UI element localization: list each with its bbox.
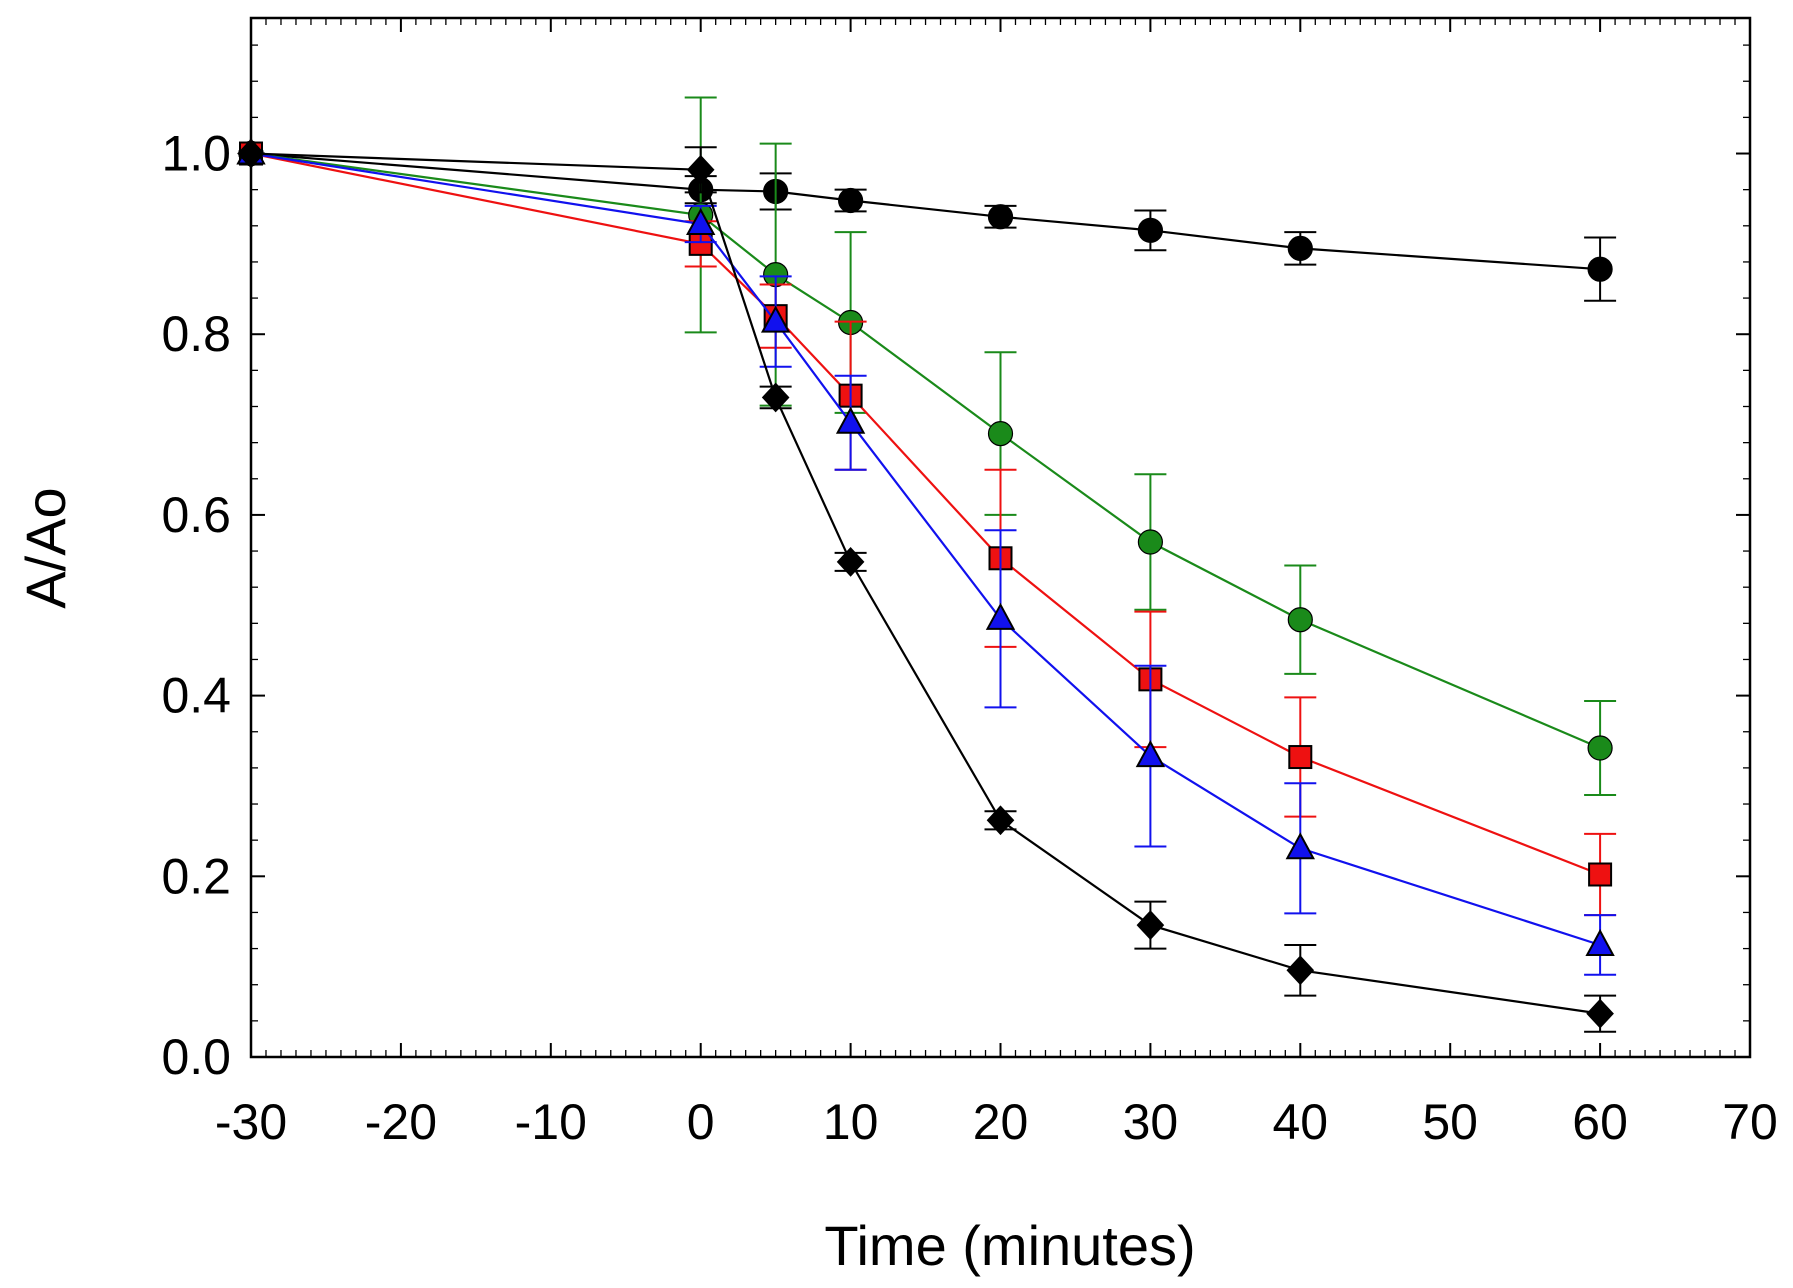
y-tick-label: 1.0 — [161, 126, 231, 182]
data-point — [837, 187, 864, 214]
data-point — [987, 204, 1014, 230]
data-point — [1287, 235, 1313, 261]
data-point — [686, 154, 715, 185]
y-tick-label: 0.6 — [161, 487, 231, 543]
x-tick-label: -20 — [365, 1094, 437, 1150]
data-point — [1586, 998, 1614, 1029]
series-line — [250, 152, 1601, 947]
y-tick-label: 0.2 — [161, 848, 231, 904]
data-point — [985, 602, 1016, 630]
x-tick-label: 20 — [973, 1094, 1029, 1150]
data-point — [1288, 745, 1313, 770]
y-tick-label: 0.0 — [161, 1029, 231, 1085]
x-tick-label: 10 — [823, 1094, 879, 1150]
data-point — [1287, 607, 1313, 633]
data-point — [686, 207, 716, 235]
series-line — [250, 152, 1601, 876]
data-point — [1135, 740, 1166, 768]
data-point — [836, 547, 865, 577]
y-tick-label: 0.4 — [161, 668, 231, 724]
data-point — [1285, 832, 1315, 860]
x-tick-label: 0 — [687, 1094, 715, 1150]
series-line — [250, 152, 1601, 750]
data-point — [237, 138, 265, 169]
data-point — [1286, 955, 1315, 986]
plot-area: -30 -20 -10 0 10 20 30 40 50 60 70 0.0 0.2 0.4 0.6 0.8 1… — [161, 16, 1778, 1150]
x-tick-label: 30 — [1123, 1094, 1179, 1150]
x-tick-label: 50 — [1422, 1094, 1478, 1150]
data-point — [987, 421, 1014, 447]
data-point — [1137, 529, 1164, 555]
y-axis-title: A/Ao — [14, 487, 77, 608]
data-point — [1587, 256, 1613, 282]
data-point — [1585, 928, 1615, 956]
x-tick-label: -10 — [515, 1094, 587, 1150]
x-tick-label: -30 — [215, 1094, 287, 1150]
data-point — [761, 382, 790, 413]
data-point — [1136, 910, 1165, 940]
series-line — [250, 152, 1601, 271]
y-tick-label: 0.8 — [161, 306, 231, 362]
x-tick-label: 40 — [1272, 1094, 1328, 1150]
data-point — [760, 305, 791, 333]
data-point — [1588, 862, 1613, 887]
series-line — [250, 152, 1601, 1015]
x-axis-title: Time (minutes) — [824, 1214, 1195, 1277]
data-point — [835, 406, 866, 434]
data-point — [1137, 217, 1164, 243]
data-point — [986, 805, 1015, 836]
x-tick-label: 70 — [1722, 1094, 1778, 1150]
data-point — [1587, 735, 1613, 761]
x-tick-label: 60 — [1572, 1094, 1628, 1150]
